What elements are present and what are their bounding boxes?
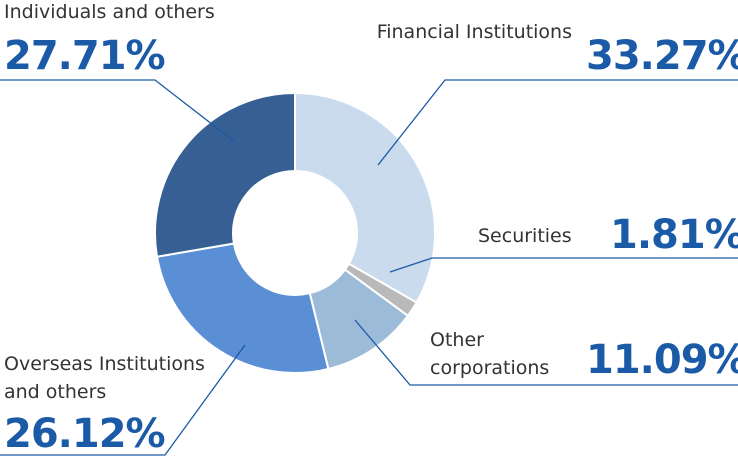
category-label: Securities xyxy=(478,225,572,247)
value-label: 27.71% xyxy=(4,33,166,79)
leader-line xyxy=(354,319,738,386)
donut-slice xyxy=(294,91,436,304)
leader-line xyxy=(0,344,246,456)
leader-line xyxy=(389,257,738,273)
value-label: 26.12% xyxy=(4,411,166,457)
value-label: 11.09% xyxy=(586,337,738,383)
donut-slice xyxy=(154,91,296,258)
value-label: 33.27% xyxy=(586,33,738,79)
leader-line xyxy=(377,79,738,166)
category-label: Overseas Institutions and others xyxy=(4,353,205,403)
category-label: Other corporations xyxy=(430,329,550,379)
category-label: Financial Institutions xyxy=(376,21,572,43)
donut-slice xyxy=(155,242,330,374)
value-label: 1.81% xyxy=(610,212,738,258)
category-label: Individuals and others xyxy=(4,1,215,23)
leader-line xyxy=(0,79,236,143)
